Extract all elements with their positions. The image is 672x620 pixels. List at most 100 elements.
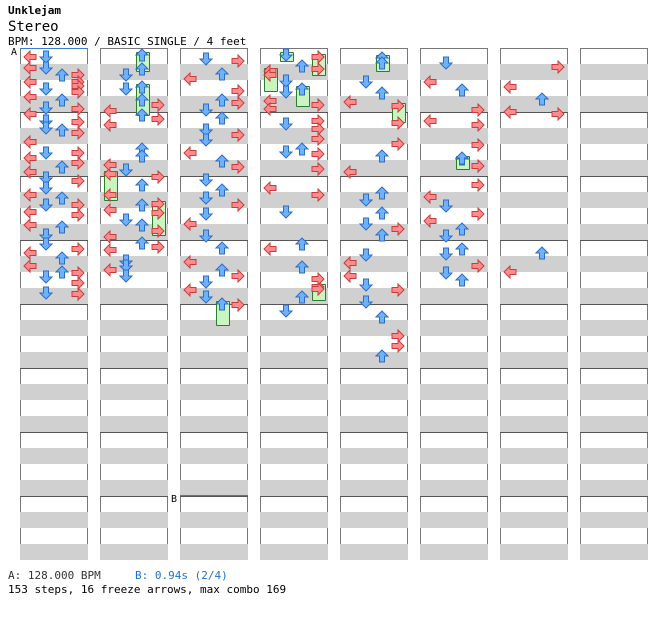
step-arrow-left-icon [343,164,357,179]
beat-stripe [100,480,168,496]
chart-info: BPM: 128.000 / BASIC SINGLE / 4 feet [8,35,247,48]
step-arrow-left-icon [343,256,357,270]
measure-line [420,176,488,177]
beat-stripe [180,384,248,400]
step-arrow-down-icon [199,52,213,66]
step-arrow-right-icon [471,138,485,153]
step-arrow-left-icon [23,75,37,90]
beat-stripe [340,128,408,144]
measure-line [340,496,408,497]
step-arrow-left-icon [183,255,197,270]
measure-line [260,368,328,369]
measure-line [260,496,328,497]
chart-column [580,48,648,560]
step-arrow-left-icon [103,263,117,278]
step-arrow-left-icon [23,60,37,75]
beat-stripe [580,288,648,304]
beat-stripe [20,256,88,272]
beat-stripe [580,192,648,208]
step-arrow-up-icon [375,310,389,324]
beat-stripe [580,128,648,144]
freeze-head-up-icon [135,48,149,62]
step-arrow-right-icon [391,221,405,236]
step-arrow-up-icon [375,56,389,70]
measure-line [420,240,488,241]
step-arrow-up-icon [135,178,149,192]
beat-stripe [180,224,248,240]
beat-stripe [580,384,648,400]
measure-line [180,368,248,369]
beat-stripe [260,224,328,240]
beat-stripe [340,448,408,464]
measure-line [340,432,408,433]
beat-stripe [500,96,568,112]
step-arrow-right-icon [311,98,325,113]
step-arrow-up-icon [135,236,149,250]
chart-column [260,48,328,560]
beat-stripe [500,192,568,208]
step-arrow-up-icon [295,59,309,73]
step-arrow-down-icon [119,82,133,96]
beat-stripe [260,512,328,528]
measure-line [100,112,168,113]
beat-stripe [260,416,328,432]
step-arrow-up-icon [535,92,549,106]
step-arrow-right-icon [231,96,245,110]
beat-stripe [180,480,248,496]
song-subtitle: Stereo [8,19,59,35]
step-arrow-right-icon [151,97,165,112]
step-arrow-left-icon [23,188,37,202]
step-arrow-down-icon [359,248,373,262]
measure-line [580,496,648,497]
step-arrow-right-icon [151,112,165,126]
step-arrow-up-icon [375,149,389,163]
step-arrow-down-icon [39,270,53,285]
measure-line [500,304,568,305]
measure-line [500,240,568,241]
beat-stripe [180,448,248,464]
measure-line [580,112,648,113]
step-arrow-down-icon [39,101,53,115]
beat-stripe [260,352,328,368]
step-arrow-down-icon [119,213,133,227]
step-arrow-right-icon [71,208,85,222]
step-arrow-down-icon [199,275,213,289]
measure-line [420,432,488,433]
step-arrow-up-icon [295,289,309,304]
step-arrow-right-icon [71,287,85,302]
stop-line [180,495,248,496]
beat-stripe [580,416,648,432]
step-arrow-down-icon [359,75,373,89]
step-arrow-up-icon [375,228,389,242]
step-arrow-up-icon [215,111,229,125]
measure-line [340,240,408,241]
measure-line [500,176,568,177]
step-arrow-right-icon [311,188,325,202]
beat-stripe [580,160,648,176]
step-arrow-left-icon [23,107,37,122]
chart-column [20,48,88,560]
beat-stripe [500,352,568,368]
step-arrow-left-icon [23,89,37,104]
step-arrow-left-icon [103,188,117,202]
beat-stripe [580,64,648,80]
beat-stripe [500,512,568,528]
beat-stripe [340,288,408,304]
beat-stripe [580,224,648,240]
measure-line [20,112,88,113]
beat-stripe [100,352,168,368]
beat-stripe [180,160,248,176]
step-arrow-left-icon [103,118,117,133]
step-arrow-down-icon [439,229,453,243]
step-arrow-right-icon [151,224,165,238]
step-arrow-up-icon [55,191,69,205]
step-arrow-down-icon [119,269,133,283]
beat-stripe [260,256,328,272]
beat-stripe [500,128,568,144]
step-arrow-left-icon [183,146,197,161]
step-arrow-down-icon [39,237,53,251]
beat-stripe [260,160,328,176]
step-arrow-down-icon [199,123,213,137]
beat-stripe [580,544,648,560]
step-arrow-up-icon [55,123,69,137]
